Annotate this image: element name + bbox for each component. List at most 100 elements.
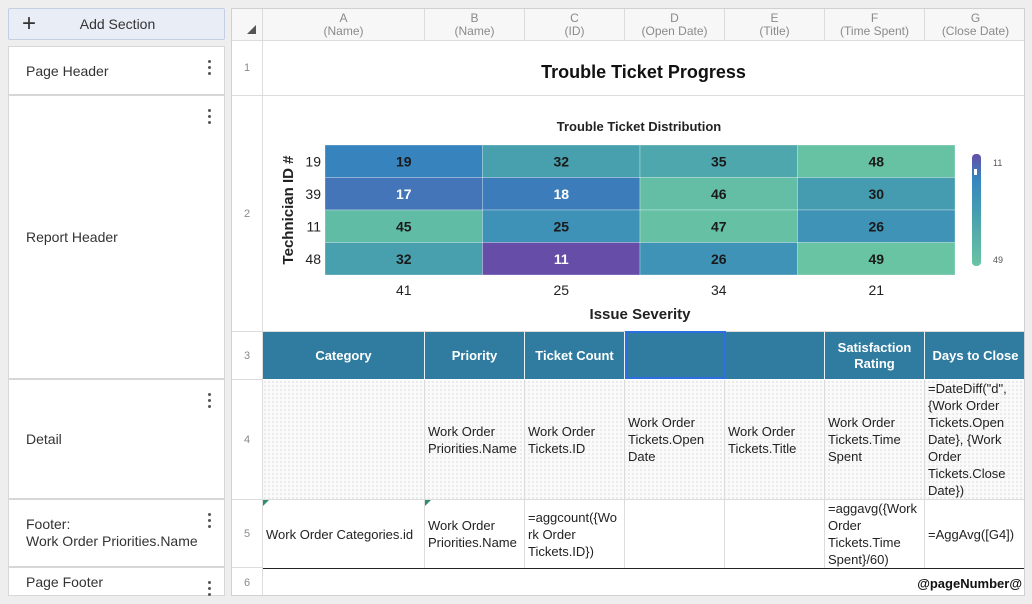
row-header-4[interactable]: 4 [232, 380, 263, 500]
column-letter: A [339, 11, 348, 25]
footer-cell-e[interactable] [725, 500, 825, 568]
section-detail[interactable]: Detail [8, 379, 225, 499]
footer-cell-f[interactable]: =aggavg({Work Order Tickets.Time Spent}/… [825, 500, 925, 568]
detail-cell-b[interactable]: Work Order Priorities.Name [425, 380, 525, 499]
cell-text: Work Order Categories.id [266, 526, 414, 542]
select-all-corner[interactable] [232, 9, 263, 41]
header-cell-priority[interactable]: Priority [425, 332, 525, 379]
group-marker-icon [425, 500, 431, 506]
row-header-3[interactable]: 3 [232, 332, 263, 380]
section-page-footer[interactable]: Page Footer [8, 567, 225, 596]
detail-cell-g[interactable]: =DateDiff("d", {Work Order Tickets.Open … [925, 380, 1024, 499]
heatmap-data-label: 47 [711, 218, 727, 234]
heatmap-cell [324, 144, 483, 178]
heatmap-cell [639, 144, 798, 178]
column-header-a[interactable]: A (Name) [263, 9, 425, 41]
heatmap-chart[interactable]: Trouble Ticket Distribution 19 32 35 48 17 18 4… [263, 96, 1025, 332]
header-cell-category[interactable]: Category [263, 332, 425, 379]
header-cell-days-to-close[interactable]: Days to Close [925, 332, 1024, 379]
heatmap-cell [324, 209, 483, 243]
column-field: (Open Date) [641, 24, 708, 38]
selected-cell-outline [625, 331, 726, 379]
more-options-icon[interactable] [204, 512, 214, 530]
detail-row-background [263, 380, 1024, 499]
chart-title: Trouble Ticket Distribution [557, 119, 722, 134]
column-letter: G [970, 11, 981, 25]
detail-cell-a[interactable] [263, 380, 425, 499]
report-title[interactable]: Trouble Ticket Progress [541, 61, 746, 82]
color-legend-max-label: 49 [993, 255, 1003, 265]
heatmap-data-label: 17 [396, 186, 412, 202]
heatmap-data-label: 32 [396, 251, 412, 267]
color-legend-bar [972, 154, 981, 266]
footer-cell-b[interactable]: Work Order Priorities.Name [425, 500, 525, 568]
header-cell-d[interactable] [625, 332, 725, 379]
column-header-f[interactable]: F (Time Spent) [825, 9, 925, 41]
section-page-header[interactable]: Page Header [8, 46, 225, 95]
row-header-6[interactable]: 6 [232, 568, 263, 595]
row-divider [263, 95, 1024, 96]
detail-cell-d[interactable]: Work Order Tickets.Open Date [625, 380, 725, 499]
cell-text: Work Order Tickets.ID [528, 423, 595, 456]
heatmap-data-label: 19 [396, 153, 412, 169]
y-tick-label: 11 [306, 218, 321, 234]
x-tick-label: 21 [868, 282, 884, 298]
column-header-c[interactable]: C (ID) [525, 9, 625, 41]
row-header-1[interactable]: 1 [232, 41, 263, 96]
header-cell-ticket-count[interactable]: Ticket Count [525, 332, 625, 379]
detail-cell-c[interactable]: Work Order Tickets.ID [525, 380, 625, 499]
cell-text: =aggavg({Work Order Tickets.Time Spent}/… [828, 501, 918, 567]
footer-cell-a[interactable]: Work Order Categories.id [263, 500, 425, 568]
color-legend-marker [974, 169, 977, 175]
section-report-header[interactable]: Report Header [8, 95, 225, 379]
row-header-2[interactable]: 2 [232, 96, 263, 332]
page-number-field[interactable]: @pageNumber@ [917, 576, 1022, 591]
cell-text: Work Order Priorities.Name [428, 423, 517, 456]
column-header-d[interactable]: D (Open Date) [625, 9, 725, 41]
column-letter: B [470, 11, 479, 25]
add-section-button[interactable]: + Add Section [8, 8, 225, 40]
y-axis-label: Technician ID # [280, 155, 297, 265]
header-cell-satisfaction[interactable]: Satisfaction Rating [825, 332, 925, 379]
more-options-icon[interactable] [204, 580, 214, 598]
footer-cell-d[interactable] [625, 500, 725, 568]
row-divider [263, 499, 1024, 500]
detail-cell-e[interactable]: Work Order Tickets.Title [725, 380, 825, 499]
color-legend-min-label: 11 [993, 158, 1002, 168]
more-options-icon[interactable] [204, 392, 214, 410]
section-footer[interactable]: Footer: Work Order Priorities.Name [8, 499, 225, 567]
cell-text: Work Order Priorities.Name [428, 518, 517, 550]
y-tick-label: 48 [305, 251, 321, 267]
cell-text: Work Order Tickets.Title [728, 423, 797, 456]
section-name: Page Footer [26, 574, 104, 590]
page-footer-divider [263, 568, 1024, 569]
detail-cell-f[interactable]: Work Order Tickets.Time Spent [825, 380, 925, 499]
more-options-icon[interactable] [204, 59, 214, 77]
plus-icon: + [21, 10, 36, 37]
column-field: (Name) [323, 24, 364, 38]
x-tick-label: 41 [396, 282, 412, 298]
add-section-label: Add Section [79, 16, 156, 32]
x-tick-label: 34 [711, 282, 727, 298]
footer-cell-g[interactable]: =AggAvg([G4]) [925, 500, 1024, 568]
cell-text: Work Order Tickets.Open Date [628, 415, 705, 464]
footer-cell-c[interactable]: =aggcount({Work Order Tickets.ID}) [525, 500, 625, 568]
column-header-g[interactable]: G (Close Date) [925, 9, 1024, 41]
column-field: (Title) [759, 24, 790, 38]
column-header-b[interactable]: B (Name) [425, 9, 525, 41]
column-field: (ID) [564, 24, 585, 38]
row-header-5[interactable]: 5 [232, 500, 263, 568]
section-name: Report Header [26, 229, 118, 245]
heatmap-data-label: 45 [396, 218, 412, 234]
heatmap-cell [639, 242, 798, 276]
column-header-e[interactable]: E (Title) [725, 9, 825, 41]
heatmap-data-label: 18 [553, 186, 569, 202]
header-cell-e[interactable] [725, 332, 825, 379]
cell-text: =aggcount({Work Order Tickets.ID}) [528, 509, 618, 559]
more-options-icon[interactable] [204, 108, 214, 126]
section-name: Footer: Work Order Priorities.Name [26, 516, 198, 549]
heatmap-data-label: 49 [868, 251, 884, 267]
heatmap-data-label: 46 [711, 186, 727, 202]
heatmap-cell [797, 144, 956, 178]
heatmap-cell [482, 242, 641, 276]
